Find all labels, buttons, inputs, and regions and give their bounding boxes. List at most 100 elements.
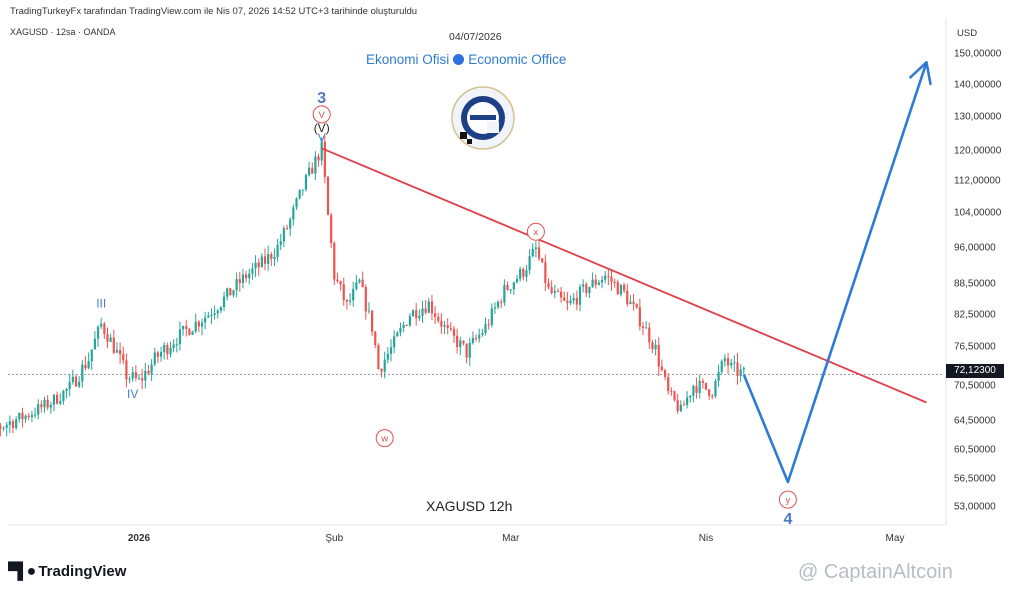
candle-body <box>588 287 591 293</box>
candle-body <box>456 335 459 348</box>
wave-label: 3 <box>317 90 326 107</box>
candle-body <box>33 414 37 416</box>
candle-body <box>49 404 52 408</box>
candle-body <box>37 404 40 415</box>
candle-body <box>421 308 424 316</box>
candle-body <box>547 282 550 288</box>
candle-body <box>175 344 178 346</box>
candle-body <box>585 284 588 293</box>
office-dot-icon <box>453 54 465 65</box>
candle-body <box>730 362 733 366</box>
candle-body <box>701 380 704 383</box>
candle-body <box>698 380 701 393</box>
candle-body <box>56 394 59 404</box>
price-tick-label: 60,50000 <box>954 445 996 456</box>
candle-body <box>443 325 446 327</box>
candle-body <box>352 288 355 301</box>
candle-body <box>371 310 374 332</box>
candle-body <box>481 333 484 335</box>
candle-body <box>311 167 314 174</box>
chart-header-text: TradingTurkeyFx tarafından TradingView.c… <box>10 6 418 17</box>
candle-body <box>374 331 377 346</box>
candle-body <box>185 325 188 329</box>
wave-label: V <box>319 110 326 121</box>
candle-body <box>345 299 348 302</box>
candle-body <box>65 389 68 391</box>
candle-body <box>711 395 714 397</box>
candles-group <box>0 135 745 437</box>
candle-body <box>591 279 594 288</box>
candle-body <box>153 352 156 365</box>
candle-body <box>468 342 471 358</box>
candle-body <box>541 258 544 263</box>
candle-body <box>670 390 673 392</box>
candle-body <box>638 307 641 327</box>
candle-body <box>402 324 405 328</box>
candle-body <box>389 347 393 354</box>
candle-body <box>723 358 726 362</box>
candle-body <box>465 343 468 358</box>
candle-body <box>424 308 427 313</box>
candle-body <box>100 323 103 327</box>
tradingview-logo: ▀▌● TradingView <box>8 563 126 581</box>
candle-body <box>182 325 185 330</box>
candle-body <box>396 332 399 337</box>
candle-body <box>106 334 109 342</box>
candle-body <box>84 364 87 369</box>
candle-body <box>487 324 490 326</box>
wave-label: x <box>534 227 539 238</box>
candle-body <box>229 288 232 296</box>
candle-body <box>560 291 563 298</box>
candle-body <box>273 256 276 259</box>
candle-body <box>515 278 519 283</box>
wave-labels: 3 V(V)V III IV w x y 4 <box>96 90 797 528</box>
candle-body <box>301 189 304 191</box>
candle-body <box>484 324 487 334</box>
candle-body <box>235 279 238 291</box>
candle-body <box>81 364 84 382</box>
candle-body <box>204 317 207 323</box>
symbol-label: XAGUSD · 12sa · OANDA <box>10 27 116 37</box>
time-axis: 2026 Şub Mar Nis May <box>128 533 905 544</box>
candle-body <box>93 338 96 350</box>
wave-label: 4 <box>783 511 792 528</box>
price-tick-label: 64,50000 <box>954 416 996 427</box>
candle-body <box>563 297 566 301</box>
candle-body <box>125 360 128 380</box>
candle-body <box>122 354 125 361</box>
candle-body <box>194 321 197 332</box>
candle-body <box>632 301 635 304</box>
economic-office-label: Ekonomi Ofisi Economic Office <box>366 52 566 67</box>
candle-body <box>528 256 531 271</box>
candle-body <box>556 291 560 293</box>
candle-body <box>46 399 49 408</box>
candle-body <box>607 275 610 277</box>
candle-body <box>459 340 462 348</box>
candle-body <box>219 306 222 311</box>
candle-body <box>708 389 711 396</box>
candle-body <box>726 358 730 366</box>
candle-body <box>128 378 131 380</box>
price-tick-label: 76,50000 <box>954 342 996 353</box>
candle-body <box>449 327 452 329</box>
candle-body <box>490 308 493 325</box>
candle-body <box>553 291 556 293</box>
tradingview-logo-icon: ▀▌● <box>8 563 36 580</box>
candle-body <box>393 336 396 348</box>
candle-body <box>292 207 295 220</box>
candle-body <box>342 284 345 300</box>
time-tick-label: May <box>886 533 905 544</box>
candle-body <box>96 326 100 339</box>
candle-body <box>635 303 638 308</box>
candle-body <box>531 248 534 257</box>
candle-body <box>411 310 415 317</box>
candle-body <box>339 281 342 285</box>
wave-label-circle <box>526 222 545 241</box>
candle-body <box>733 362 736 364</box>
wave-label: w <box>380 434 388 445</box>
candle-body <box>358 279 361 283</box>
price-tick-label: 88,50000 <box>954 279 996 290</box>
candle-body <box>317 156 320 161</box>
candle-body <box>522 269 525 277</box>
